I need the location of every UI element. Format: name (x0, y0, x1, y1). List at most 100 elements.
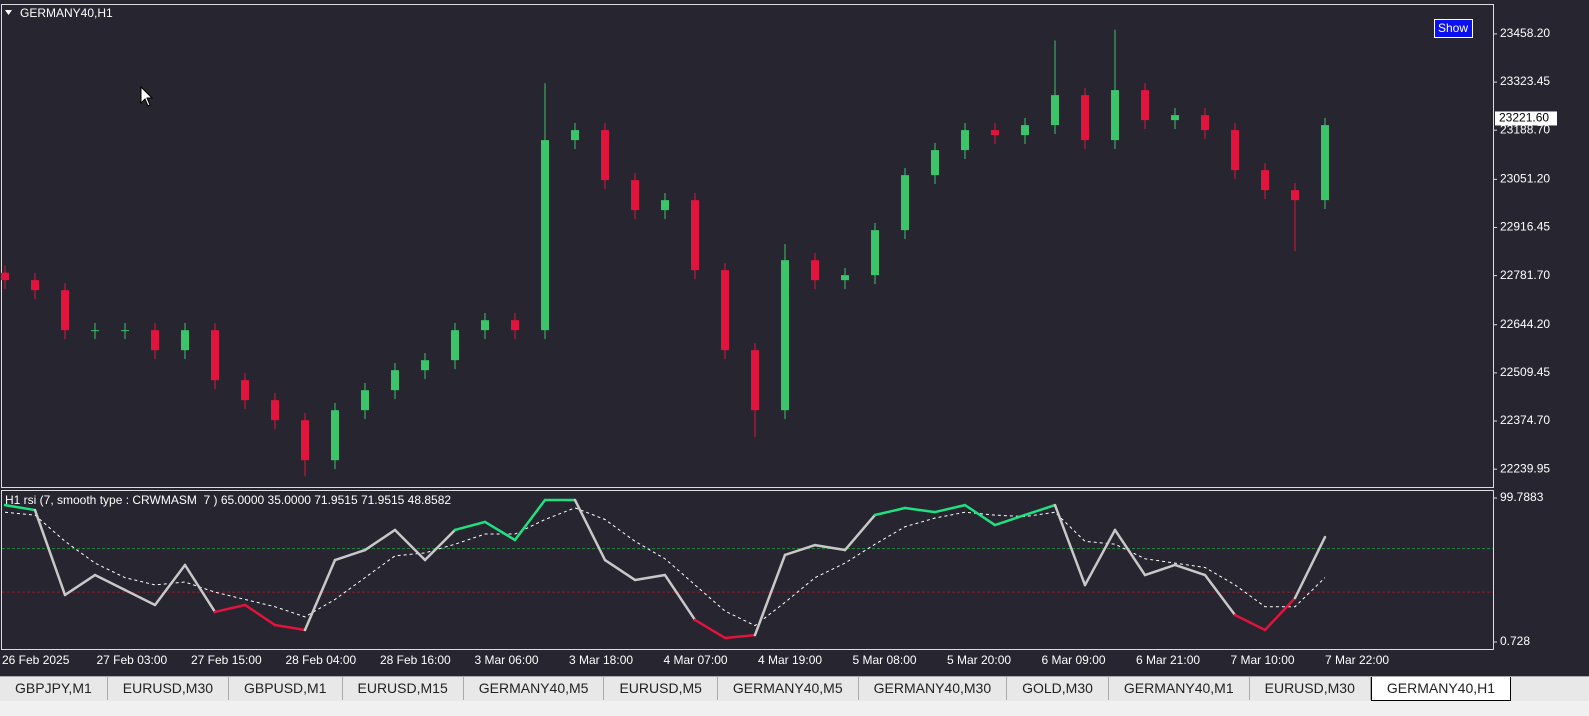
tab[interactable]: EURUSD,M30 (1250, 677, 1371, 700)
rsi-segment (603, 558, 637, 582)
rsi-segment (1293, 535, 1327, 600)
rsi-segment (1263, 596, 1297, 632)
candle-body (271, 400, 279, 421)
y-tick-label: 22509.45 (1500, 365, 1550, 379)
candle-body (691, 200, 699, 271)
rsi-segment (63, 573, 97, 597)
rsi-segment (903, 506, 937, 514)
candle-body (1051, 95, 1059, 126)
candle-body (571, 130, 579, 141)
x-label: 6 Mar 09:00 (1042, 653, 1106, 667)
tab[interactable]: GERMANY40,M5 (464, 677, 605, 700)
rsi-segment (243, 603, 277, 627)
tab[interactable]: GERMANY40,H1 (1370, 677, 1512, 701)
rsi-segment (33, 508, 67, 597)
candle-body (1201, 115, 1209, 131)
candle-body (1141, 90, 1149, 121)
rsi-segment (123, 588, 157, 607)
rsi-segment (153, 563, 187, 607)
rsi-segment (183, 563, 217, 614)
y-tick-label: 22239.95 (1500, 461, 1550, 475)
rsi-segment (723, 633, 757, 640)
y-tick-label: 22374.70 (1500, 413, 1550, 427)
tab[interactable]: GBPJPY,M1 (0, 677, 108, 700)
tab[interactable]: EURUSD,M5 (604, 677, 718, 700)
indicator-frame (1, 490, 1494, 650)
rsi-segment (1023, 503, 1057, 517)
show-button-label[interactable]: Show (1438, 21, 1468, 35)
candle-body (931, 150, 939, 176)
candle-body (121, 330, 129, 332)
y-tick-label: 22781.70 (1500, 268, 1550, 282)
menu-triangle[interactable] (5, 10, 12, 15)
candle-body (841, 275, 849, 281)
candle-body (61, 290, 69, 331)
tab[interactable]: EURUSD,M30 (108, 677, 230, 700)
candle-body (1, 272, 9, 281)
candle-body (91, 330, 99, 332)
tab[interactable]: EURUSD,M15 (343, 677, 464, 700)
candle-body (1111, 90, 1119, 141)
rsi-segment (333, 548, 367, 562)
candle-body (901, 175, 909, 231)
y-tick-label: 99.7883 (1500, 490, 1544, 504)
y-tick-label: 23188.70 (1500, 122, 1550, 136)
rsi-segment (873, 506, 907, 517)
tab[interactable]: GERMANY40,M5 (718, 677, 859, 700)
x-label: 6 Mar 21:00 (1136, 653, 1200, 667)
rsi-segment (813, 543, 847, 552)
rsi-segment (1113, 528, 1147, 577)
x-label: 28 Feb 16:00 (380, 653, 451, 667)
y-tick-label: 23458.20 (1500, 26, 1550, 40)
x-label: 7 Mar 10:00 (1231, 653, 1295, 667)
candle-body (751, 350, 759, 411)
signal-line (4, 507, 1326, 627)
current-price-box (1495, 111, 1557, 126)
x-label: 5 Mar 08:00 (853, 653, 917, 667)
candle-body (1291, 190, 1299, 201)
rsi-segment (783, 543, 817, 557)
candle-body (541, 140, 549, 331)
rsi-segment (423, 528, 457, 562)
tab[interactable]: GOLD,M30 (1007, 677, 1109, 700)
x-label: 27 Feb 15:00 (191, 653, 262, 667)
rsi-segment (93, 573, 127, 592)
rsi-segment (1143, 563, 1177, 577)
candle-body (181, 330, 189, 351)
candle-body (1261, 170, 1269, 191)
tab-bar: GBPJPY,M1 EURUSD,M30 GBPUSD,M1 EURUSD,M15 GE… (0, 676, 1589, 701)
symbol-title: GERMANY40,H1 (20, 6, 113, 20)
tab[interactable]: GERMANY40,M30 (859, 677, 1008, 700)
rsi-segment (993, 513, 1027, 527)
rsi-segment (303, 558, 337, 632)
rsi-segment (1173, 563, 1207, 577)
rsi-segment (573, 498, 607, 562)
chart-window: GERMANY40,H1 Show H1 rsi (7, smooth type… (0, 0, 1589, 676)
candle-body (631, 180, 639, 211)
tab[interactable]: GBPUSD,M1 (229, 677, 343, 700)
candle-body (1231, 130, 1239, 171)
rsi-segment (843, 513, 877, 552)
tab[interactable]: GERMANY40,M1 (1109, 677, 1250, 700)
x-label: 27 Feb 03:00 (97, 653, 168, 667)
candle-body (781, 260, 789, 411)
rsi-segment (1233, 613, 1267, 632)
x-label: 4 Mar 19:00 (758, 653, 822, 667)
rsi-segment (963, 503, 997, 527)
candle-body (331, 410, 339, 461)
rsi-segment (693, 618, 727, 640)
show-button[interactable] (1434, 19, 1473, 38)
candle-body (31, 280, 39, 291)
x-label: 28 Feb 04:00 (286, 653, 357, 667)
rsi-segment (363, 528, 397, 552)
candle-body (991, 130, 999, 136)
y-tick-label: 23051.20 (1500, 172, 1550, 186)
candle-body (151, 330, 159, 351)
rsi-segment (453, 520, 487, 532)
x-label: 7 Mar 22:00 (1325, 653, 1389, 667)
rsi-segment (933, 503, 967, 514)
candle-body (1171, 115, 1179, 121)
rsi-segment (273, 623, 307, 632)
candle-body (721, 270, 729, 351)
